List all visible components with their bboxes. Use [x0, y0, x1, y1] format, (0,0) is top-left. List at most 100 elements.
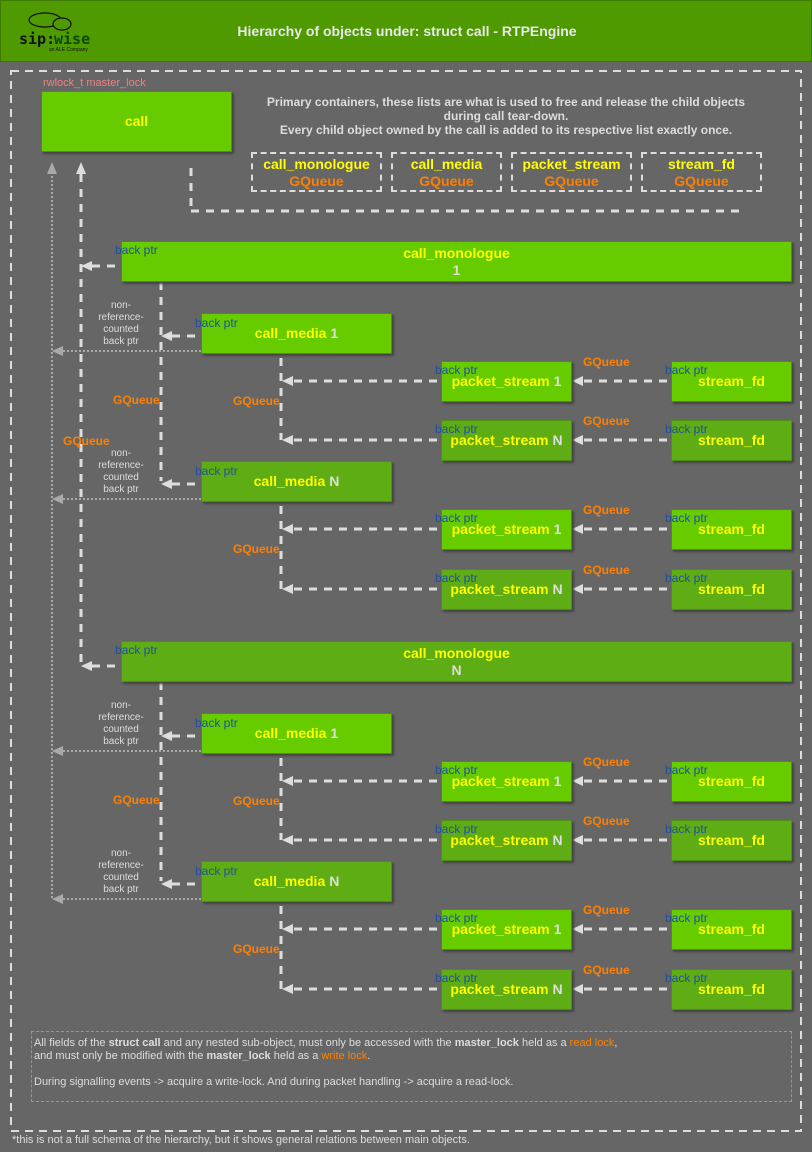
call-media-name: call_media: [254, 325, 327, 341]
gqueue-label: GQueue: [583, 903, 630, 917]
back-ptr-label: back ptr: [195, 464, 238, 478]
stream-fd-name: stream_fd: [698, 921, 765, 937]
container-type: GQueue: [419, 173, 474, 189]
stream-fd-box: stream_fd: [671, 569, 792, 610]
packet-stream-box: packet_stream N: [441, 820, 572, 861]
call-monologue-box: call_monologue N: [121, 641, 792, 682]
back-ptr-label: back ptr: [665, 763, 708, 777]
arrowhead-icon: [572, 584, 583, 594]
note-line-3: During signalling events -> acquire a wr…: [34, 1076, 514, 1088]
call-monologue-box: call_monologue 1: [121, 241, 792, 282]
call-media-index: N: [329, 473, 340, 489]
gqueue-label: GQueue: [233, 942, 280, 956]
non-ref-back-ptr-label: non-reference-counted back ptr: [91, 700, 151, 748]
call-media-index: 1: [330, 725, 339, 741]
non-ref-line: counted: [103, 472, 139, 483]
arrowhead-icon: [52, 894, 63, 904]
call-monologue-name: call_monologue: [403, 244, 510, 261]
svg-text:wise: wise: [54, 30, 90, 48]
container-name: stream_fd: [668, 156, 735, 172]
non-ref-line: counted: [103, 872, 139, 883]
containers-description-line: during call tear-down.: [443, 109, 569, 123]
arrowhead-icon: [282, 924, 293, 934]
gqueue-label: GQueue: [583, 963, 630, 977]
packet-stream-index: N: [552, 581, 563, 597]
call-monologue-name: call_monologue: [403, 644, 510, 661]
note-segment: read lock: [569, 1037, 615, 1049]
packet-stream-name: packet_stream: [451, 373, 550, 389]
packet-stream-name: packet_stream: [450, 981, 549, 997]
stream-fd-name: stream_fd: [698, 581, 765, 597]
packet-stream-index: N: [552, 981, 563, 997]
non-ref-line: reference-: [98, 860, 144, 871]
arrowhead-icon: [161, 879, 172, 889]
non-ref-line: reference-: [98, 712, 144, 723]
call-media-name: call_media: [253, 473, 326, 489]
arrowhead-icon: [52, 746, 63, 756]
back-ptr-label: back ptr: [435, 911, 478, 925]
packet-stream-name: packet_stream: [450, 832, 549, 848]
non-ref-line: back ptr: [103, 884, 139, 895]
arrowhead-icon: [572, 776, 583, 786]
container-name: call_monologue: [263, 156, 370, 172]
non-ref-line: counted: [103, 324, 139, 335]
non-ref-back-ptr-label: non-reference-counted back ptr: [91, 848, 151, 896]
container-call-monologue: call_monologue GQueue: [251, 152, 382, 192]
back-ptr-label: back ptr: [665, 822, 708, 836]
arrowhead-icon: [81, 661, 92, 671]
back-ptr-label: back ptr: [665, 911, 708, 925]
gqueue-label: GQueue: [63, 434, 110, 448]
arrowhead-icon: [161, 479, 172, 489]
arrowhead-icon: [572, 376, 583, 386]
arrowhead-icon: [52, 494, 63, 504]
call-media-name: call_media: [253, 873, 326, 889]
note-line-2: and must only be modified with the maste…: [34, 1050, 789, 1063]
call-media-box: call_media N: [201, 861, 392, 902]
arrowhead-icon: [161, 331, 172, 341]
call-monologue-index: 1: [452, 261, 461, 278]
packet-stream-box: packet_stream 1: [441, 909, 572, 950]
arrowhead-icon: [282, 524, 293, 534]
call-media-box: call_media N: [201, 461, 392, 502]
master-lock-label: rwlock_t master_lock: [43, 77, 146, 89]
arrowhead-icon: [572, 984, 583, 994]
arrowhead-icon: [572, 924, 583, 934]
call-media-index: 1: [330, 325, 339, 341]
gqueue-label: GQueue: [113, 793, 160, 807]
back-ptr-label: back ptr: [195, 716, 238, 730]
arrowhead-icon: [572, 435, 583, 445]
back-ptr-label: back ptr: [435, 571, 478, 585]
footer-note: *this is not a full schema of the hierar…: [12, 1134, 470, 1146]
stream-fd-box: stream_fd: [671, 761, 792, 802]
containers-description: Primary containers, these lists are what…: [250, 95, 762, 137]
non-ref-line: non-: [110, 848, 131, 859]
container-packet-stream: packet_stream GQueue: [511, 152, 632, 192]
non-ref-back-ptr-label: non-reference-counted back ptr: [91, 448, 151, 496]
note-segment: All fields of the: [34, 1037, 109, 1049]
back-ptr-label: back ptr: [665, 971, 708, 985]
stream-fd-name: stream_fd: [698, 773, 765, 789]
non-ref-line: back ptr: [103, 736, 139, 747]
container-type: GQueue: [674, 173, 729, 189]
back-ptr-label: back ptr: [435, 822, 478, 836]
stream-fd-name: stream_fd: [698, 373, 765, 389]
call-media-index: N: [329, 873, 340, 889]
non-ref-line: back ptr: [103, 336, 139, 347]
packet-stream-index: N: [552, 432, 563, 448]
arrowhead-icon: [282, 584, 293, 594]
packet-stream-index: 1: [553, 373, 562, 389]
containers-description-line: Every child object owned by the call is …: [279, 123, 733, 137]
arrowhead-icon: [282, 835, 293, 845]
arrowhead-icon: [282, 435, 293, 445]
stream-fd-box: stream_fd: [671, 509, 792, 550]
packet-stream-name: packet_stream: [451, 921, 550, 937]
packet-stream-index: N: [552, 832, 563, 848]
call-scope-border: [10, 70, 802, 1132]
svg-text:an ALE Company: an ALE Company: [49, 47, 88, 53]
back-ptr-label: back ptr: [115, 643, 158, 657]
arrowhead-icon: [282, 376, 293, 386]
gqueue-label: GQueue: [233, 394, 280, 408]
non-ref-line: back ptr: [103, 484, 139, 495]
note-segment: master_lock: [454, 1037, 519, 1049]
arrowhead-icon: [81, 261, 92, 271]
